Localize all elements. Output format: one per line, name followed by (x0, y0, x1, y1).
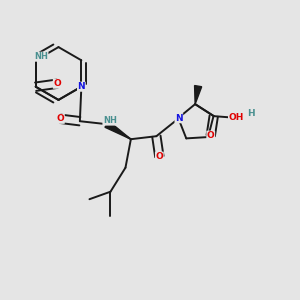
Text: O: O (53, 79, 61, 88)
Text: O: O (207, 131, 214, 140)
Text: NH: NH (103, 116, 117, 125)
Text: NH: NH (34, 52, 48, 61)
Text: H: H (248, 109, 255, 118)
Text: OH: OH (229, 112, 244, 122)
Text: N: N (78, 82, 85, 91)
Text: N: N (175, 114, 183, 123)
Polygon shape (105, 121, 131, 139)
Text: O: O (56, 114, 64, 123)
Text: O: O (155, 152, 163, 161)
Polygon shape (195, 85, 202, 104)
